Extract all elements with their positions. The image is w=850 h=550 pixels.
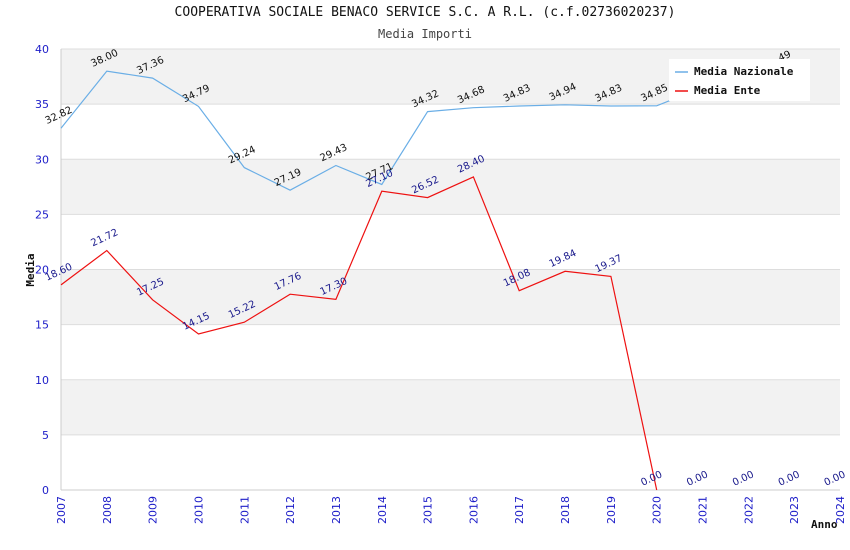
plot-bands [61, 49, 840, 435]
x-tick-label: 2020 [651, 496, 664, 524]
x-tick-label: 2009 [147, 496, 160, 524]
y-tick-label: 25 [35, 208, 49, 221]
legend: Media Nazionale Media Ente [669, 59, 810, 101]
data-label: 19.84 [548, 248, 579, 270]
series-line-ente [60, 176, 658, 491]
x-tick-label: 2011 [238, 496, 251, 524]
y-tick-label: 0 [42, 484, 49, 497]
x-tick-label: 2021 [697, 496, 710, 524]
data-label: 0.00 [685, 469, 710, 488]
legend-label-ente: Media Ente [694, 84, 761, 97]
x-tick-label: 2018 [559, 496, 572, 524]
x-tick-label: 2013 [330, 496, 343, 524]
x-tick-label: 2008 [101, 496, 114, 524]
x-tick-label: 2019 [605, 496, 618, 524]
y-tick-label: 40 [35, 43, 49, 56]
x-tick-label: 2022 [742, 496, 755, 524]
y-tick-label: 35 [35, 98, 49, 111]
data-label: 0.00 [777, 469, 802, 488]
y-tick-label: 20 [35, 264, 49, 277]
x-tick-label: 2015 [422, 496, 435, 524]
x-tick-label: 2010 [192, 496, 205, 524]
axes [60, 49, 840, 491]
chart-title: COOPERATIVA SOCIALE BENACO SERVICE S.C. … [174, 5, 676, 20]
data-label: 0.00 [731, 469, 756, 488]
data-label: 21.72 [89, 227, 120, 249]
x-tick-label: 2007 [55, 496, 68, 524]
x-tick-label: 2024 [834, 496, 847, 524]
x-axis-title: Anno [811, 518, 838, 531]
x-tick-label: 2014 [376, 496, 389, 524]
legend-label-nazionale: Media Nazionale [694, 65, 794, 78]
chart-subtitle: Media Importi [378, 27, 472, 41]
x-axis-ticks: 2007 2008 2009 2010 2011 2012 2013 2014 2015 2016… [55, 496, 847, 524]
y-tick-label: 30 [35, 153, 49, 166]
legend-box [669, 59, 810, 101]
y-axis-ticks: 0 5 10 15 20 25 30 35 40 [35, 43, 49, 497]
x-tick-label: 2023 [788, 496, 801, 524]
data-label: 0.00 [639, 469, 664, 488]
y-tick-label: 15 [35, 319, 49, 332]
x-tick-label: 2016 [467, 496, 480, 524]
y-tick-label: 5 [42, 429, 49, 442]
x-tick-label: 2017 [513, 496, 526, 524]
data-label: 0.00 [823, 469, 848, 488]
plot-band [61, 379, 840, 435]
y-tick-label: 10 [35, 374, 49, 387]
plot-band [61, 269, 840, 325]
y-axis-title: Media [24, 253, 37, 286]
x-tick-label: 2012 [284, 496, 297, 524]
